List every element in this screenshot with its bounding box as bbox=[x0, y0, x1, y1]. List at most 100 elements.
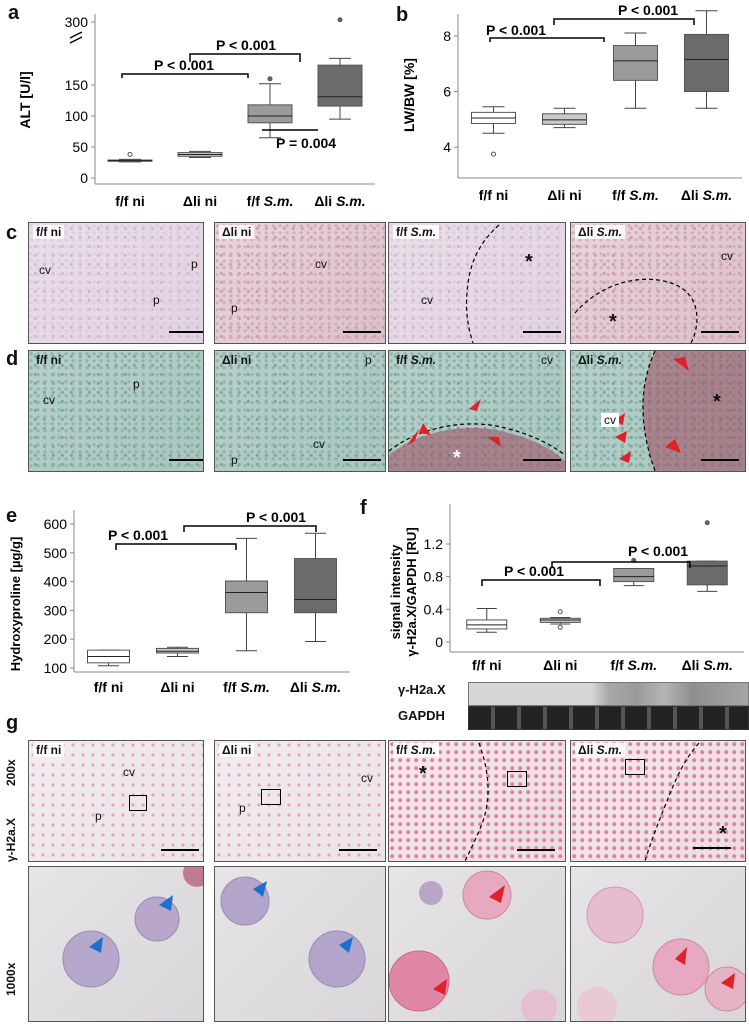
granuloma-star: * bbox=[719, 823, 727, 845]
red-arrowhead bbox=[615, 431, 627, 443]
mark-cv: cv bbox=[123, 765, 135, 779]
outlier bbox=[704, 520, 710, 526]
scale-bar bbox=[693, 847, 731, 849]
y-tick-label: 600 bbox=[44, 516, 68, 532]
box-2 bbox=[225, 580, 268, 614]
tag-g1: f/f ni bbox=[33, 743, 65, 757]
x-tick-label: f/f S.m. bbox=[610, 657, 657, 673]
y-tick-label: 0 bbox=[435, 634, 443, 650]
granuloma-star: * bbox=[713, 391, 721, 413]
y-axis-label-f-line2: γ-H2a.X/GAPDH [RU] bbox=[404, 527, 419, 656]
pvalue-e1: P < 0.001 bbox=[108, 527, 168, 543]
x-tick-label: f/f S.m. bbox=[223, 679, 270, 695]
mark-p: p bbox=[231, 301, 238, 315]
y-tick-label: 0.8 bbox=[424, 569, 444, 585]
red-arrow bbox=[673, 357, 689, 371]
bracket-a2 bbox=[189, 53, 301, 62]
pvalue-a2: P < 0.001 bbox=[216, 37, 276, 53]
tag-c1: f/f ni bbox=[33, 225, 65, 239]
box-3 bbox=[686, 560, 728, 586]
red-arrowhead bbox=[489, 885, 505, 903]
nuclei-dli-ni bbox=[220, 876, 366, 988]
outlier bbox=[337, 17, 343, 23]
bracket-f2 bbox=[551, 561, 691, 568]
pvalue-e2: P < 0.001 bbox=[246, 509, 306, 525]
bracket-e1 bbox=[115, 543, 237, 550]
scale-bar bbox=[339, 849, 377, 851]
ihc-1000x-ff-sm bbox=[388, 866, 566, 1022]
y-axis-label-b: LW/BW [%] bbox=[401, 58, 417, 132]
histology-d-ff-sm: f/f S.m. cv * bbox=[388, 350, 566, 472]
nuclei-ff-ni bbox=[62, 867, 203, 988]
mark-cv: cv bbox=[541, 353, 553, 367]
y-axis-label-a: ALT [U/l] bbox=[17, 71, 33, 128]
y-tick-label: 6 bbox=[443, 84, 451, 100]
tag-g4: Δli S.m. bbox=[575, 743, 625, 757]
x-tick-label: Δli ni bbox=[160, 679, 194, 695]
y-tick-label: 50 bbox=[72, 139, 88, 155]
tag-d4: Δli S.m. bbox=[578, 353, 622, 367]
blue-arrowhead bbox=[89, 937, 103, 953]
pvalue-a1: P < 0.001 bbox=[154, 57, 214, 73]
panel-letter-a: a bbox=[8, 2, 20, 24]
pvalue-a3: P = 0.004 bbox=[276, 135, 336, 151]
scale-bar bbox=[343, 459, 381, 461]
mark-p: p bbox=[153, 293, 160, 307]
scale-bar bbox=[343, 331, 381, 333]
ihc-200x-ff-sm: f/f S.m. * bbox=[388, 740, 566, 862]
y-tick-label: 0.4 bbox=[424, 601, 444, 617]
box-3 bbox=[684, 33, 729, 92]
blot-h2ax bbox=[468, 682, 749, 706]
mark-p: p bbox=[365, 353, 372, 367]
box-1 bbox=[542, 113, 587, 125]
granuloma-boundary bbox=[574, 278, 698, 343]
ihc-200x-dli-ni: Δli ni cv p bbox=[214, 740, 386, 862]
histology-c-ff-ni: f/f ni cv p p bbox=[28, 222, 204, 344]
y-tick-label: 400 bbox=[44, 574, 68, 590]
ihc-200x-ff-ni: f/f ni cv p bbox=[28, 740, 204, 862]
nuclei-dli-sm bbox=[577, 886, 745, 1021]
y-tick-label: 4 bbox=[443, 139, 451, 155]
x-tick-label: Δli S.m. bbox=[290, 679, 341, 695]
mark-p: p bbox=[133, 377, 140, 391]
scale-bar bbox=[161, 849, 199, 851]
histology-d-ff-ni: f/f ni cv p bbox=[28, 350, 204, 472]
row-label-200x: 200x bbox=[4, 759, 18, 786]
tag-d3: f/f S.m. bbox=[396, 353, 437, 367]
x-tick-label: f/f ni bbox=[472, 657, 502, 673]
outlier bbox=[557, 624, 563, 630]
chart-b: LW/BW [%] 4 6 8 f/f ni Δli ni f/f S.m. Δli S.m… bbox=[401, 2, 742, 203]
granuloma-star: * bbox=[609, 311, 617, 333]
mark-cv: cv bbox=[421, 293, 433, 307]
box-1 bbox=[156, 647, 199, 654]
box-3 bbox=[294, 558, 337, 614]
y-tick-label: 300 bbox=[65, 14, 89, 30]
granuloma-boundary bbox=[644, 742, 700, 861]
tag-c4: Δli S.m. bbox=[575, 225, 625, 239]
red-arrow bbox=[665, 439, 681, 453]
blot-gapdh bbox=[468, 706, 749, 730]
tag-d1: f/f ni bbox=[36, 353, 62, 367]
chart-a: ALT [U/l] 0 50 100 150 300 f/f ni Δli ni f/f S.… bbox=[17, 14, 375, 209]
blue-arrowhead bbox=[339, 937, 353, 953]
axis-break-a bbox=[69, 31, 83, 44]
histology-d-dli-sm: Δli S.m. cv * bbox=[570, 350, 746, 472]
histology-d-dli-ni: Δli ni p cv p bbox=[214, 350, 386, 472]
pvalue-f1: P < 0.001 bbox=[504, 563, 564, 579]
mark-cv: cv bbox=[721, 249, 733, 263]
panel-letter-c: c bbox=[6, 222, 18, 244]
panel-letter-e: e bbox=[6, 505, 18, 527]
red-arrowhead bbox=[433, 979, 447, 995]
chart-f: signal intensity γ-H2a.X/GAPDH [RU] 0 0.4… bbox=[388, 504, 744, 673]
outlier bbox=[491, 151, 496, 157]
bracket-b1 bbox=[489, 37, 605, 42]
x-tick-label: Δli ni bbox=[547, 187, 581, 203]
zoom-box bbox=[261, 789, 281, 805]
y-axis-label-f-line1: signal intensity bbox=[388, 544, 403, 639]
zoom-box bbox=[625, 759, 645, 775]
y-tick-label: 1.2 bbox=[424, 536, 444, 552]
mark-p: p bbox=[95, 809, 102, 823]
panel-letter-b: b bbox=[396, 4, 409, 26]
x-tick-label: f/f ni bbox=[115, 193, 145, 209]
blue-arrowhead bbox=[253, 881, 267, 897]
